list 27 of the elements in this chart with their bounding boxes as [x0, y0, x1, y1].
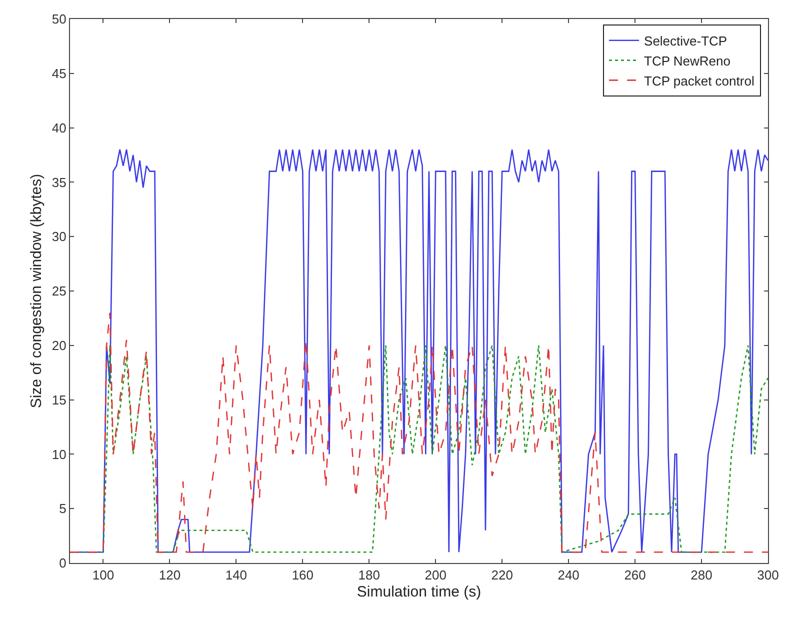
x-tick-label: 220	[491, 568, 513, 583]
legend-label: TCP packet control	[644, 73, 754, 88]
x-tick-label: 140	[225, 568, 248, 583]
x-tick-label: 300	[757, 568, 779, 583]
x-axis-title: Simulation time (s)	[356, 584, 482, 601]
x-tick-label: 240	[558, 568, 580, 583]
x-tick-label: 180	[358, 568, 380, 583]
y-tick-label: 10	[52, 446, 66, 462]
x-tick-label: 200	[424, 568, 446, 583]
y-tick-label: 0	[59, 556, 66, 571]
legend-label: TCP NewReno	[644, 53, 730, 68]
y-tick-label: 15	[52, 392, 66, 408]
y-tick-label: 20	[52, 338, 66, 353]
y-tick-label: 45	[52, 66, 66, 81]
y-tick-label: 30	[52, 229, 66, 244]
y-axis-title: Size of congestion window (kbytes)	[28, 174, 46, 408]
legend-label: Selective-TCP	[644, 33, 728, 48]
x-tick-label: 100	[92, 568, 114, 583]
x-tick-label: 260	[624, 568, 646, 583]
y-tick-label: 40	[52, 120, 66, 136]
y-tick-label: 50	[52, 12, 66, 27]
y-tick-label: 35	[52, 174, 66, 190]
x-tick-label: 160	[292, 568, 314, 583]
x-tick-label: 120	[158, 568, 181, 583]
y-tick-label: 25	[52, 284, 66, 299]
x-tick-label: 280	[690, 568, 712, 583]
y-tick-label: 5	[59, 501, 66, 516]
